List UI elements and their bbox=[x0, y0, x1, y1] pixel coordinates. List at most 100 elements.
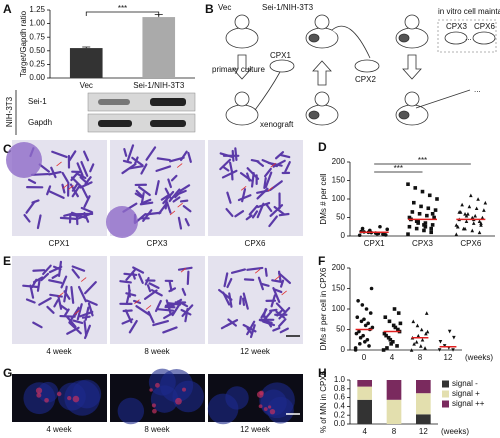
micrograph-label: 8 week bbox=[144, 425, 170, 434]
signal bbox=[182, 387, 187, 392]
chromosome bbox=[40, 272, 50, 282]
label: ... bbox=[474, 85, 481, 94]
point bbox=[425, 213, 429, 218]
chromosome bbox=[162, 190, 175, 205]
point bbox=[422, 228, 426, 233]
point bbox=[477, 230, 482, 235]
point bbox=[370, 325, 375, 330]
chromosome bbox=[125, 292, 137, 297]
nucleus bbox=[57, 382, 86, 411]
chromosome bbox=[150, 289, 163, 297]
point bbox=[391, 323, 396, 328]
chromosome bbox=[168, 287, 177, 293]
signal bbox=[67, 396, 72, 401]
band bbox=[98, 99, 130, 105]
point bbox=[364, 307, 369, 311]
chromosome bbox=[229, 161, 233, 172]
y-tick-label: 200 bbox=[332, 263, 346, 272]
point bbox=[416, 221, 420, 225]
chromosome bbox=[80, 206, 94, 214]
chromosome bbox=[155, 165, 172, 172]
chromosome bbox=[137, 273, 144, 284]
chromosome bbox=[237, 194, 252, 202]
band-label: Gapdh bbox=[28, 118, 52, 127]
dm-arrow bbox=[68, 185, 74, 190]
y-tick-label: 0.0 bbox=[334, 419, 346, 428]
point bbox=[360, 303, 365, 307]
legend-swatch bbox=[442, 390, 449, 398]
chromosome bbox=[222, 165, 230, 172]
point bbox=[411, 319, 416, 324]
label: in vitro cell maintanence bbox=[438, 7, 500, 16]
point bbox=[477, 219, 482, 223]
chromosome bbox=[84, 281, 97, 295]
point bbox=[422, 223, 426, 227]
signal bbox=[155, 382, 160, 388]
signal bbox=[258, 404, 263, 409]
mouse bbox=[225, 104, 259, 126]
point bbox=[423, 346, 427, 350]
chromosome bbox=[79, 176, 90, 186]
point bbox=[429, 226, 433, 231]
point bbox=[383, 233, 388, 237]
chromosome bbox=[48, 279, 63, 284]
bar-segment bbox=[357, 380, 372, 387]
point bbox=[437, 348, 442, 352]
chromosome bbox=[260, 308, 268, 319]
chromosome bbox=[245, 214, 253, 221]
legend-label: signal + bbox=[452, 389, 480, 398]
chromosome bbox=[122, 159, 132, 164]
point bbox=[406, 182, 410, 186]
mouse-head bbox=[404, 91, 420, 107]
point bbox=[414, 226, 419, 231]
chromosome bbox=[51, 150, 68, 159]
point bbox=[363, 340, 367, 344]
point bbox=[419, 327, 424, 332]
point bbox=[367, 344, 371, 348]
arrow bbox=[312, 60, 332, 86]
tumor bbox=[398, 33, 410, 43]
chromosome bbox=[246, 266, 264, 271]
chromosome bbox=[49, 293, 63, 298]
point bbox=[463, 212, 467, 216]
label: CPX3 bbox=[446, 22, 467, 31]
point bbox=[482, 208, 486, 212]
chromosome bbox=[242, 323, 257, 333]
significance: *** bbox=[118, 4, 127, 13]
chromosome bbox=[77, 285, 87, 303]
y-axis-label: DMs # per cell bbox=[319, 173, 328, 224]
point bbox=[419, 204, 423, 209]
chromosome bbox=[279, 153, 291, 159]
point bbox=[407, 215, 412, 220]
nucleus bbox=[207, 393, 239, 425]
chromosome bbox=[38, 297, 52, 306]
chromosome bbox=[260, 282, 270, 287]
x-axis-label: (weeks) bbox=[441, 427, 469, 436]
signal bbox=[269, 408, 276, 415]
frame bbox=[437, 19, 497, 53]
tumor bbox=[308, 33, 320, 43]
tumor bbox=[398, 110, 410, 120]
chromosome bbox=[68, 150, 77, 162]
chromosome bbox=[36, 279, 41, 292]
chromosome bbox=[162, 326, 178, 334]
chromosome bbox=[83, 324, 91, 340]
chromosome bbox=[84, 306, 90, 321]
chromosome bbox=[248, 204, 259, 216]
chromosome bbox=[269, 204, 284, 218]
chromosome bbox=[57, 295, 63, 310]
point bbox=[385, 346, 389, 350]
chromosome bbox=[264, 267, 268, 277]
point bbox=[430, 212, 435, 216]
chromosome bbox=[70, 171, 80, 182]
blot-strip bbox=[87, 92, 196, 112]
dm-arrow bbox=[56, 161, 62, 167]
chromosome bbox=[68, 321, 82, 335]
point bbox=[365, 337, 370, 342]
point bbox=[424, 331, 428, 336]
point bbox=[362, 317, 366, 322]
chromosome bbox=[123, 148, 128, 157]
point bbox=[417, 212, 422, 216]
signal bbox=[44, 397, 49, 403]
chromosome bbox=[168, 188, 181, 203]
